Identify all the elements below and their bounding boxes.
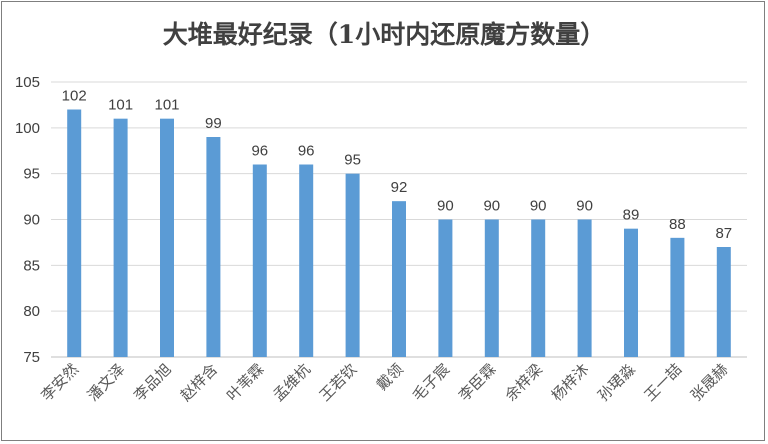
data-label: 90 bbox=[576, 198, 593, 215]
data-label: 102 bbox=[62, 88, 87, 105]
bar bbox=[716, 247, 731, 357]
x-tick-label: 赵梓含 bbox=[177, 360, 222, 405]
data-label: 89 bbox=[623, 207, 640, 224]
x-tick-label: 王一喆 bbox=[641, 360, 686, 405]
bar bbox=[670, 237, 685, 357]
y-tick-label: 105 bbox=[15, 74, 40, 91]
x-tick-label: 戴领 bbox=[373, 360, 407, 394]
bar bbox=[160, 118, 174, 358]
x-axis-ticks: 李安然 潘文泽 李品旭 赵梓含 叶苇霖 孟维杭 王若钦 戴领 毛子宸 李臣霖 余梓梁 杨梓沐 孙珺淼 王一… bbox=[37, 360, 731, 405]
chart-title: 大堆最好纪录（1小时内还原魔方数量） bbox=[163, 20, 605, 49]
data-label: 88 bbox=[669, 216, 686, 233]
bar bbox=[392, 201, 406, 357]
x-tick-label: 毛子宸 bbox=[409, 360, 454, 405]
data-label: 95 bbox=[344, 152, 361, 169]
y-axis-ticks: 75 80 85 90 95 100 105 bbox=[15, 74, 40, 366]
bar bbox=[531, 219, 546, 357]
y-tick-label: 90 bbox=[23, 212, 40, 229]
bar bbox=[206, 137, 221, 357]
bars bbox=[67, 109, 731, 358]
bar bbox=[113, 118, 128, 358]
x-tick-label: 李品旭 bbox=[130, 360, 175, 405]
data-label: 92 bbox=[391, 179, 408, 196]
y-tick-label: 100 bbox=[15, 120, 40, 137]
bar bbox=[438, 219, 453, 357]
x-tick-label: 李安然 bbox=[37, 360, 82, 405]
data-label: 99 bbox=[205, 115, 222, 132]
bar bbox=[577, 219, 592, 357]
bar bbox=[624, 228, 638, 357]
y-tick-label: 80 bbox=[23, 303, 40, 320]
bar bbox=[345, 173, 360, 357]
x-tick-label: 王若钦 bbox=[316, 360, 361, 405]
data-labels: 102 101 101 99 96 96 95 92 90 90 90 90 89 88 87 bbox=[62, 88, 732, 243]
y-tick-label: 85 bbox=[23, 257, 40, 274]
bar bbox=[484, 219, 499, 357]
y-tick-label: 75 bbox=[23, 349, 40, 366]
x-tick-label: 孟维杭 bbox=[269, 360, 314, 405]
x-tick-label: 潘文泽 bbox=[84, 360, 129, 405]
x-tick-label: 杨梓沐 bbox=[548, 360, 593, 405]
bar bbox=[252, 164, 267, 357]
data-label: 96 bbox=[298, 143, 315, 160]
data-label: 96 bbox=[251, 143, 268, 160]
x-tick-label: 余梓梁 bbox=[501, 360, 546, 405]
data-label: 87 bbox=[715, 225, 732, 242]
bar bbox=[299, 164, 314, 357]
data-label: 90 bbox=[437, 198, 454, 215]
x-tick-label: 张晟赫 bbox=[687, 360, 732, 405]
data-label: 90 bbox=[483, 198, 500, 215]
x-tick-label: 叶苇霖 bbox=[223, 360, 268, 405]
data-label: 101 bbox=[108, 97, 133, 114]
bar bbox=[67, 109, 82, 357]
x-tick-label: 李臣霖 bbox=[455, 360, 500, 405]
data-label: 90 bbox=[530, 198, 547, 215]
x-tick-label: 孙珺淼 bbox=[594, 360, 639, 405]
data-label: 101 bbox=[154, 97, 179, 114]
y-tick-label: 95 bbox=[23, 166, 40, 183]
